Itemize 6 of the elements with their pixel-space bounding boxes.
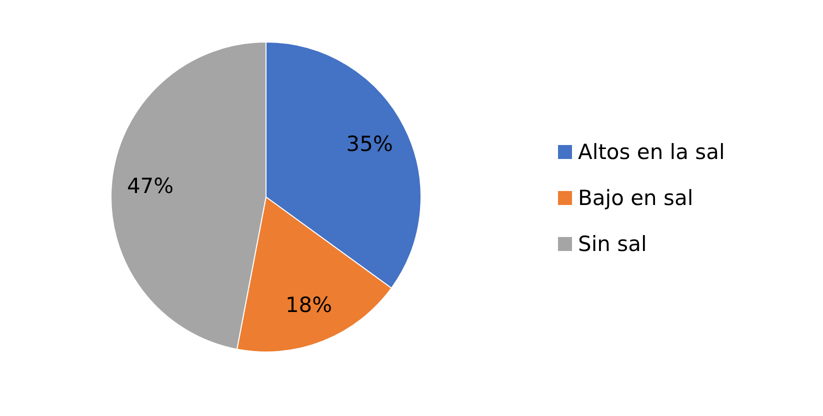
- legend-label: Sin sal: [578, 232, 647, 256]
- legend-label: Altos en la sal: [578, 140, 725, 164]
- data-label: 47%: [126, 174, 174, 198]
- data-label: 35%: [346, 132, 393, 156]
- data-label: 18%: [285, 293, 332, 318]
- legend-label: Bajo en sal: [578, 186, 694, 210]
